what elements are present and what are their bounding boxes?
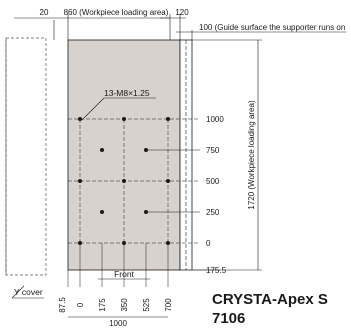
hole-marker — [100, 210, 104, 214]
hole-marker — [166, 179, 170, 183]
x-axis-labels: 87.5 0 175 350 525 700 — [58, 297, 173, 313]
x-label: 350 — [120, 298, 129, 312]
hole-marker — [122, 241, 126, 245]
dim-loading-height: 1720 (Workpiece loading area) — [247, 100, 256, 210]
hole-marker — [122, 117, 126, 121]
dim-bottom-total: 1000 — [109, 319, 127, 328]
hole-marker — [166, 117, 170, 121]
hole-markers — [78, 117, 170, 245]
callout-leader — [81, 97, 105, 121]
y-label: 750 — [206, 146, 220, 155]
dim-guide-surface: 100 (Guide surface the supporter runs on — [199, 23, 345, 32]
hole-marker — [78, 117, 82, 121]
dim-loading-width: 860 (Workpiece loading area) — [64, 8, 169, 17]
y-label: 500 — [206, 177, 220, 186]
y-cover-label: Y cover — [14, 287, 43, 297]
dim-left-margin: 20 — [40, 8, 49, 17]
hole-marker — [100, 148, 104, 152]
x-label: 87.5 — [58, 297, 67, 313]
y-label: 1000 — [206, 115, 224, 124]
hole-marker — [122, 179, 126, 183]
model-name-line1: CRYSTA-Apex S — [212, 291, 328, 308]
x-label: 700 — [164, 298, 173, 312]
hole-marker — [78, 179, 82, 183]
hole-callout: 13-M8×1.25 — [104, 88, 150, 98]
model-name-line2: 7106 — [212, 310, 245, 327]
y-label: 0 — [206, 239, 211, 248]
x-label: 525 — [142, 298, 151, 312]
hole-marker — [166, 241, 170, 245]
y-cover-leader — [11, 285, 25, 299]
y-label: 175.5 — [206, 266, 227, 275]
y-axis-labels: 1000 750 500 250 0 175.5 — [192, 115, 227, 275]
hole-marker — [144, 148, 148, 152]
top-dimension-lines — [14, 14, 346, 40]
dim-right-margin: 120 — [175, 8, 189, 17]
front-label: Front — [114, 269, 134, 279]
hole-marker — [78, 241, 82, 245]
x-label: 175 — [98, 298, 107, 312]
x-label: 0 — [76, 302, 85, 307]
hole-marker — [144, 210, 148, 214]
y-label: 250 — [206, 208, 220, 217]
y-cover-outline — [5, 37, 47, 276]
